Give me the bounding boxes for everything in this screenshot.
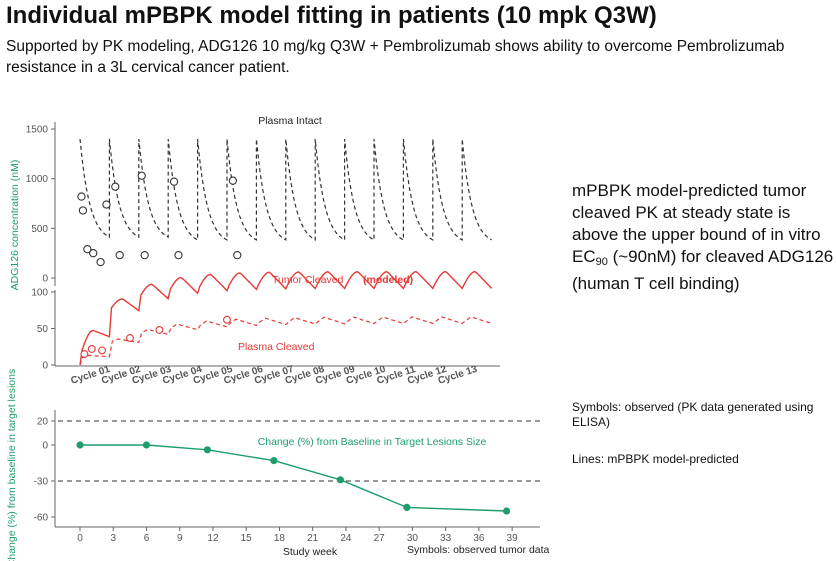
plasma-intact-observed-point [233,251,242,260]
plasma-intact-observed-point [102,200,111,209]
panel3-x-tick-label: 15 [241,533,253,544]
plasma-intact-observed-point [111,182,120,191]
panel1-title: Plasma Intact [258,115,322,127]
tumor-change-point [270,457,278,465]
panel3-x-tick-label: 36 [473,533,485,544]
panel1-y-tick-label: 1500 [26,125,49,136]
panel3-x-axis-label: Study week [283,546,338,558]
panel1-y-tick-label: 500 [31,224,48,235]
observed-tumor-note: Symbols: observed tumor data [407,544,550,556]
ec90-subscript: 90 [595,256,608,268]
panel1-y-tick-label: 0 [42,274,48,285]
panel3-x-tick-label: 6 [144,533,150,544]
tumor-change-line [80,444,507,512]
plasma-intact-observed-point [89,249,98,258]
panel3-y-tick-label: 0 [42,441,48,452]
panel2-y-tick-label: 0 [42,361,48,372]
lines-note: Lines: mPBPK model-predicted [572,452,739,466]
modeled-label: (modeled) [363,274,413,286]
symbols-note: Symbols: observed (PK data generated usi… [572,400,814,429]
panel3-title: Change (%) from Baseline in Target Lesio… [258,436,487,448]
plasma-intact-observed-point [137,171,146,180]
page-subtitle: Supported by PK modeling, ADG126 10 mg/k… [6,38,785,76]
panel3-x-tick-label: 39 [507,533,519,544]
plasma-intact-observed-point [140,251,149,260]
panel3-y-tick-label: 20 [37,417,49,428]
panel3-x-tick-label: 33 [440,533,452,544]
plasma-intact-observed-point [96,257,105,267]
plasma-cleaved-observed-point [80,350,89,358]
tumor-change-point [403,503,411,511]
panel3-y-axis-label: Change (%) from baseline in target lesio… [6,369,18,561]
panel3-x-tick-label: 18 [274,533,286,544]
plasma-intact-observed-point [228,176,238,185]
plasma-cleaved-observed-point [155,326,164,334]
panel3-x-tick-label: 24 [340,533,352,544]
panel12-y-axis-label: ADG126 concentration (nM) [9,160,21,291]
plasma-cleaved-model-line [79,316,492,366]
plasma-cleaved-label: Plasma Cleaved [238,341,315,353]
sidebar-summary: mPBPK model-predicted tumor cleaved PK a… [572,180,834,295]
tumor-change-point [76,441,84,449]
summary-text-prefix: mPBPK model-predicted tumor cleaved PK a… [572,181,821,266]
panel2-y-tick-label: 50 [37,324,49,335]
panel3-x-tick-label: 12 [207,533,219,544]
panel3-y-tick-label: -60 [34,513,49,524]
tumor-cleaved-model-line [79,270,493,366]
panel3-x-tick-label: 30 [407,533,419,544]
plasma-intact-observed-point [77,192,86,201]
panel3-x-tick-label: 9 [177,533,183,544]
tumor-change-point [142,441,151,449]
plasma-cleaved-observed-point [126,334,134,342]
plasma-intact-observed-point [115,251,124,260]
panel2-y-tick-label: 100 [31,288,48,299]
plasma-intact-observed-point [169,177,179,186]
panel3-x-tick-label: 0 [77,533,83,544]
summary-text-suffix: (~90nM) for cleaved ADG126 (human T cell… [572,247,834,293]
tumor-cleaved-label: Tumor Cleaved [272,274,344,286]
plasma-intact-observed-point [83,245,92,254]
plasma-cleaved-observed-point [98,346,107,355]
tumor-change-point [203,446,212,454]
tumor-change-point [336,476,344,484]
plasma-cleaved-observed-point [223,315,231,324]
page-title: Individual mPBPK model fitting in patien… [6,2,657,29]
panel3-x-tick-label: 21 [307,533,319,544]
plasma-intact-model-line [79,138,492,241]
plasma-intact-observed-point [174,251,183,260]
panel1-y-tick-label: 1000 [26,174,49,185]
plasma-intact-observed-point [78,206,88,215]
panel3-x-tick-label: 3 [110,533,116,544]
panel3-y-tick-label: -30 [34,477,49,488]
tumor-change-point [502,507,511,515]
panel3-x-tick-label: 27 [374,533,386,544]
plasma-cleaved-observed-point [87,344,96,353]
